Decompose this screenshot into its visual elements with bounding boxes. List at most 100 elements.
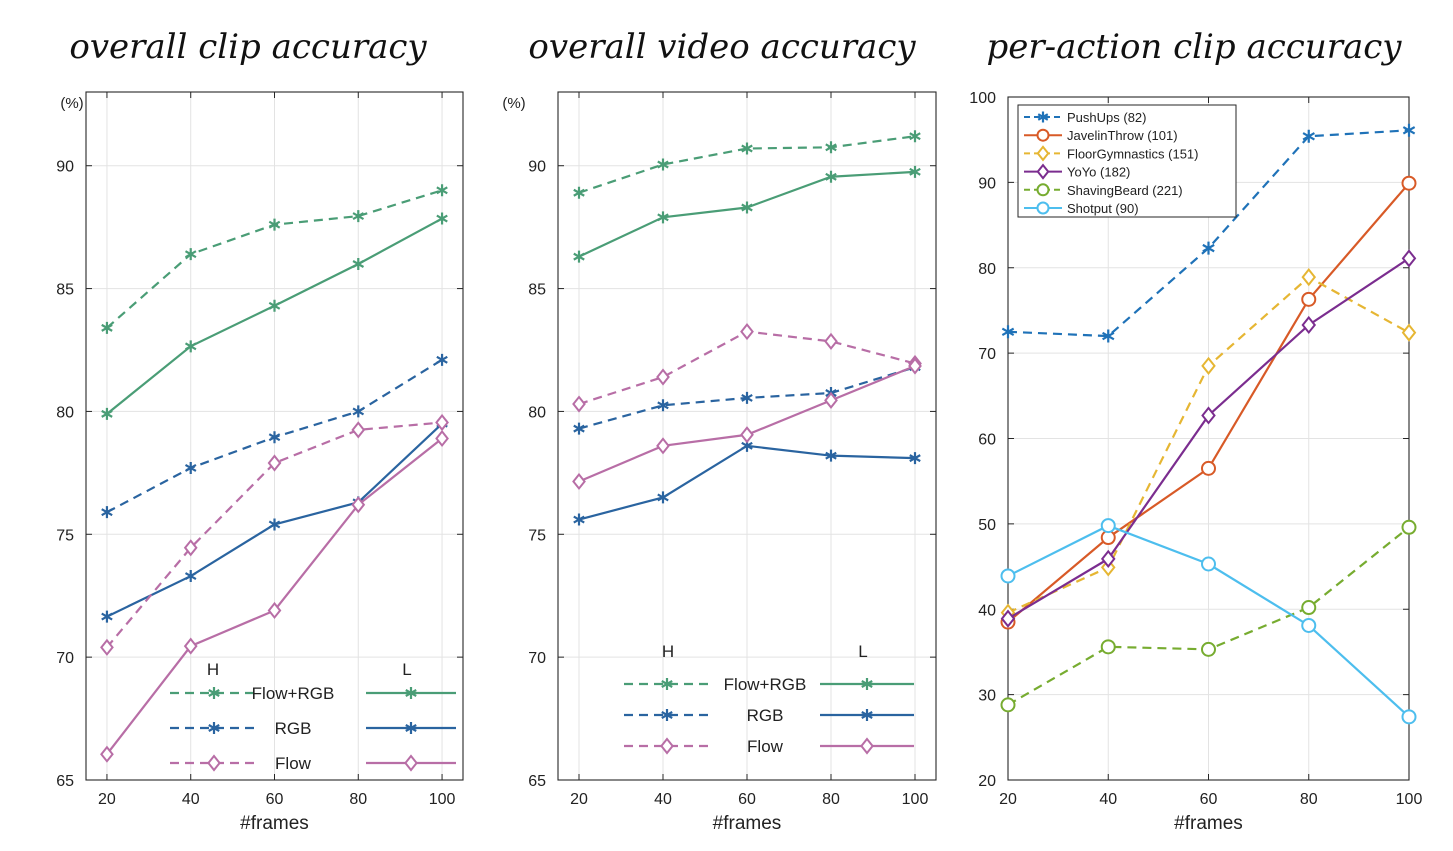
- legend-marker-h-shape: [207, 754, 221, 772]
- legend-label: ShavingBeard (221): [1067, 183, 1183, 198]
- data-point-shape: [740, 426, 754, 444]
- chart-title: overall video accuracy: [528, 27, 916, 67]
- data-point: [184, 248, 197, 261]
- legend-marker-shape: [1036, 163, 1050, 180]
- legend-row-label: Flow: [275, 754, 312, 773]
- y-tick-label: 70: [528, 650, 546, 667]
- data-point-shape: [267, 454, 282, 472]
- y-tick-label: 90: [56, 159, 74, 176]
- data-point-shape: [101, 321, 113, 334]
- legend-row-label: RGB: [747, 706, 784, 725]
- data-point-shape: [573, 513, 585, 526]
- x-tick-label: 40: [182, 791, 200, 808]
- data-point-shape: [909, 165, 921, 178]
- data-point: [1301, 600, 1317, 616]
- legend-marker-l-shape: [405, 687, 417, 699]
- legend-marker-l-shape: [860, 737, 874, 755]
- data-point: [1301, 617, 1317, 633]
- data-point: [824, 391, 838, 409]
- data-point-shape: [1301, 315, 1317, 335]
- legend-marker-h: [208, 687, 220, 699]
- data-point-shape: [184, 570, 197, 583]
- data-point: [1100, 549, 1116, 568]
- x-tick-label: 20: [999, 791, 1017, 808]
- data-point: [741, 201, 753, 214]
- series-shavingbeard: [1000, 519, 1417, 713]
- data-point: [1201, 356, 1216, 376]
- legend: H L Flow+RGB RGB Flow: [624, 642, 914, 756]
- data-point: [184, 461, 197, 474]
- legend-marker-l: [405, 722, 417, 734]
- chart-panel-2: 20 40 60 80 100 65 70 75 80 85 90 overall video acc…: [502, 27, 937, 834]
- data-point: [909, 452, 921, 465]
- data-point-shape: [183, 539, 198, 557]
- data-point-shape: [352, 405, 365, 418]
- data-point: [268, 218, 281, 231]
- legend-entry: JavelinThrow (101): [1024, 128, 1178, 143]
- data-point: [1201, 556, 1216, 572]
- data-point-shape: [572, 472, 586, 491]
- data-point-shape: [184, 248, 197, 261]
- data-point-shape: [1402, 123, 1416, 137]
- data-point-shape: [101, 610, 113, 623]
- x-axis-label: #frames: [713, 813, 782, 834]
- y-tick-label: 80: [978, 261, 996, 278]
- data-point-shape: [740, 322, 754, 341]
- legend-row: RGB: [624, 706, 914, 725]
- chart-panel-3: 20 40 60 80 100 20 30 40 50 60 70 80 90 100 per-action…: [969, 27, 1422, 834]
- data-point: [573, 422, 585, 435]
- data-point: [825, 141, 837, 154]
- data-point-shape: [1301, 291, 1317, 307]
- data-point: [1301, 291, 1317, 307]
- chart-title: per-action clip accuracy: [986, 27, 1402, 67]
- chart-panel-1: 20 40 60 80 100 65 70 75 80 85 90 overall clip accu…: [56, 27, 464, 834]
- legend-marker-shape: [1036, 183, 1050, 197]
- x-tick-label: 40: [1099, 791, 1117, 808]
- legend-marker-h-shape: [661, 709, 673, 721]
- y-tick-label: 100: [969, 90, 996, 107]
- series-javelinthrow: [1000, 175, 1417, 630]
- data-point-shape: [352, 210, 365, 223]
- y-tick-label: 75: [528, 527, 546, 544]
- series-flow-rgb-l: [101, 212, 448, 420]
- data-point-shape: [1100, 549, 1116, 568]
- data-point-shape: [909, 452, 921, 465]
- legend-marker: [1036, 128, 1050, 142]
- legend-entry: FloorGymnastics (151): [1024, 145, 1198, 162]
- data-point-shape: [573, 250, 585, 263]
- data-point: [101, 610, 113, 623]
- x-tick-label: 100: [1396, 791, 1423, 808]
- data-point-shape: [1201, 460, 1216, 476]
- series-pushups: [1001, 123, 1416, 343]
- data-point-shape: [656, 368, 670, 386]
- legend-header: L: [858, 642, 867, 661]
- legend-label: FloorGymnastics (151): [1067, 146, 1198, 161]
- data-point-shape: [436, 353, 448, 366]
- legend-marker-h-shape: [661, 678, 673, 690]
- legend-entry: ShavingBeard (221): [1024, 183, 1183, 198]
- data-point-shape: [1202, 241, 1215, 255]
- legend-row: Flow: [624, 737, 914, 756]
- legend-marker-l-shape: [861, 678, 873, 690]
- data-point-shape: [1401, 249, 1417, 268]
- data-point: [1201, 460, 1216, 476]
- data-point: [573, 186, 585, 199]
- data-point: [1301, 268, 1317, 287]
- y-tick-label: 80: [56, 404, 74, 421]
- data-point: [657, 399, 669, 412]
- data-point-shape: [1102, 329, 1115, 343]
- legend-header: L: [402, 660, 411, 679]
- grid: [558, 92, 936, 781]
- data-point: [268, 299, 281, 312]
- y-tick-label: 70: [56, 650, 74, 667]
- data-point: [184, 570, 197, 583]
- data-point-shape: [741, 391, 753, 404]
- data-point-shape: [1401, 519, 1417, 535]
- legend-row: Flow+RGB: [624, 675, 914, 694]
- legend-marker-h: [207, 754, 221, 772]
- data-point-shape: [1100, 518, 1116, 534]
- data-point: [573, 250, 585, 263]
- legend-row: Flow: [170, 754, 456, 773]
- data-point: [740, 322, 754, 341]
- legend-marker-h-shape: [660, 737, 674, 755]
